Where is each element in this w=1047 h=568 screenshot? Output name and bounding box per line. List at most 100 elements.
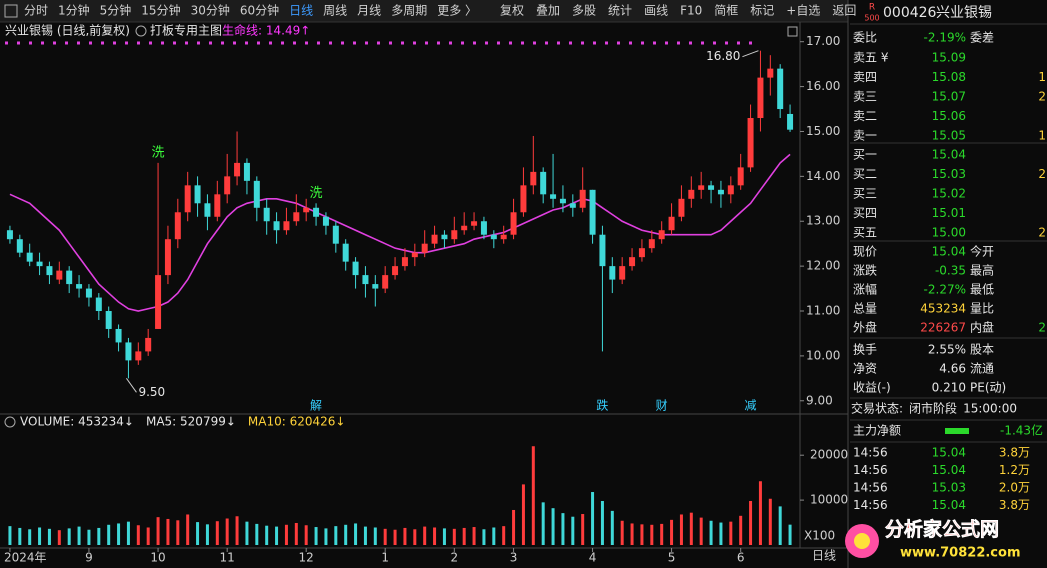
- window-button[interactable]: [787, 26, 798, 37]
- event-marker[interactable]: 跌: [596, 398, 608, 413]
- x-tick-label: 9: [85, 551, 93, 565]
- toolbar-tab[interactable]: 周线: [323, 4, 347, 18]
- candle-body: [332, 225, 339, 244]
- volume-bar: [205, 524, 209, 545]
- volume-bar: [275, 526, 279, 545]
- badge-bottom: 500: [864, 14, 879, 23]
- event-marker[interactable]: 减: [745, 399, 757, 413]
- x-tick-label: 1: [381, 551, 389, 565]
- candle-body: [451, 230, 458, 240]
- x-tick-label: 10: [150, 551, 165, 565]
- volume-header: MA10: 620426↓: [248, 415, 346, 429]
- volume-header: MA5: 520799↓: [146, 415, 236, 429]
- toolbar-button[interactable]: 标记: [750, 4, 774, 18]
- candle-body: [668, 216, 675, 231]
- watermark-icon: [845, 524, 879, 558]
- toolbar-tab[interactable]: 分时: [24, 4, 48, 18]
- candle-body: [619, 266, 626, 280]
- candle-body: [56, 270, 63, 280]
- stat-value: 453234: [920, 302, 966, 316]
- stat-value: 226267: [920, 321, 966, 335]
- toolbar-button[interactable]: F10: [680, 4, 702, 18]
- stock-name: 兴业银锡: [936, 5, 992, 21]
- trade-price: 15.04: [932, 498, 966, 512]
- toolbar-tab[interactable]: 更多 〉: [437, 4, 477, 18]
- book-price: 15.09: [932, 51, 966, 65]
- stat-value: -0.35: [935, 264, 966, 278]
- trade-price: 15.04: [932, 463, 966, 477]
- event-marker[interactable]: 解: [310, 399, 322, 413]
- volume-header: VOLUME: 453234↓: [20, 415, 134, 429]
- trade-volume: 2.0万: [999, 481, 1030, 495]
- stat-label: 流通: [970, 362, 994, 376]
- volume-bar: [660, 523, 664, 545]
- toolbar-button[interactable]: 叠加: [536, 4, 560, 18]
- toolbar-tab[interactable]: 1分钟: [58, 3, 90, 18]
- toolbar-tab[interactable]: 5分钟: [100, 3, 132, 18]
- toolbar-button[interactable]: 画线: [644, 4, 668, 18]
- badge-top: R: [869, 3, 875, 13]
- volume-bar: [749, 501, 753, 545]
- book-label: 买二: [853, 167, 877, 181]
- toolbar-button[interactable]: 返回: [832, 4, 856, 18]
- volume-bar: [650, 524, 654, 545]
- toolbar-tab[interactable]: 日线: [289, 4, 313, 18]
- event-marker[interactable]: 财: [656, 399, 668, 413]
- candle-body: [204, 203, 211, 217]
- y-tick-label: 16.00: [806, 79, 840, 93]
- volume-bar: [77, 526, 81, 545]
- volume-bar: [709, 520, 713, 545]
- candle-body: [135, 351, 142, 361]
- volume-bar: [462, 527, 466, 545]
- toolbar-tab[interactable]: 多周期: [391, 4, 427, 18]
- trade-time: 14:56: [853, 481, 888, 495]
- candle-body: [678, 198, 685, 217]
- indicator-icon[interactable]: [135, 25, 147, 37]
- toolbar-tab[interactable]: 月线: [357, 4, 381, 18]
- candle-body: [589, 189, 596, 235]
- volume-bar: [373, 527, 377, 545]
- volume-bar: [97, 527, 101, 545]
- volume-bar: [541, 502, 545, 545]
- volume-icon[interactable]: [4, 416, 16, 428]
- candle-body: [569, 203, 576, 208]
- toolbar-button[interactable]: 统计: [608, 4, 632, 18]
- candle-body: [313, 207, 320, 217]
- toolbar-button[interactable]: +自选: [786, 4, 820, 18]
- book-price: 15.06: [932, 109, 966, 123]
- toolbar-button[interactable]: 多股: [572, 4, 596, 18]
- candle-body: [658, 230, 665, 240]
- flow-value: -1.43亿: [1000, 423, 1043, 438]
- candle-body: [16, 239, 23, 253]
- toolbar-button[interactable]: 简框: [714, 4, 738, 18]
- toolbar-button[interactable]: 复权: [500, 4, 524, 18]
- book-price: 15.05: [932, 129, 966, 143]
- stat-label: 涨跌: [853, 263, 877, 278]
- menu-icon[interactable]: [4, 4, 18, 18]
- book-volume: 2: [1038, 167, 1046, 181]
- unit-label: X100: [804, 529, 835, 543]
- y-tick-label: 20000: [810, 448, 848, 462]
- candle-body: [145, 337, 152, 352]
- value: -2.19%: [924, 31, 966, 45]
- candle-body: [155, 275, 162, 329]
- x-tick-label: 3: [510, 551, 518, 565]
- toolbar-tab[interactable]: 30分钟: [191, 3, 230, 18]
- candle-body: [26, 252, 33, 262]
- volume-bar: [294, 523, 298, 545]
- volume-bar: [245, 521, 249, 545]
- toolbar-tab[interactable]: 15分钟: [141, 3, 180, 18]
- volume-bar: [561, 513, 565, 545]
- volume-bar: [413, 529, 417, 545]
- x-tick-label: 11: [220, 551, 235, 565]
- book-label: 买四: [853, 206, 877, 220]
- volume-bar: [719, 522, 723, 545]
- candle-body: [500, 234, 507, 240]
- book-label: 卖一: [853, 129, 877, 143]
- candle-body: [629, 257, 636, 267]
- label: 委比: [853, 31, 877, 45]
- high-label: 16.80: [706, 49, 740, 63]
- toolbar-tab[interactable]: 60分钟: [240, 3, 279, 18]
- volume-bar: [433, 527, 437, 545]
